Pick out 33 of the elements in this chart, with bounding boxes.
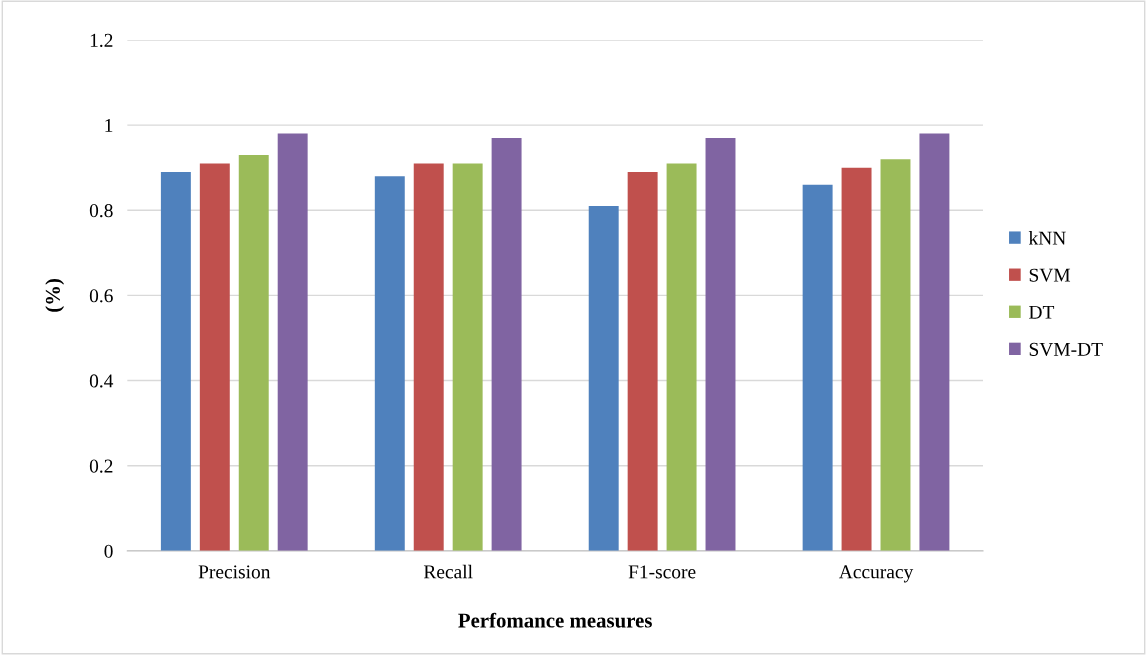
bar: [627, 171, 658, 551]
legend-label: DT: [1029, 305, 1055, 319]
bar: [160, 171, 191, 551]
y-tick-label: 0.8: [89, 204, 113, 218]
bar: [238, 154, 269, 551]
bar: [588, 206, 619, 551]
x-axis-title: Perfomance measures: [458, 612, 652, 628]
bar: [199, 163, 230, 551]
bar: [452, 163, 483, 551]
x-tick-label: Precision: [198, 565, 271, 579]
x-tick-label: Recall: [423, 564, 473, 579]
bar: [666, 163, 697, 551]
y-tick-label: 0: [104, 544, 113, 558]
bar: [880, 159, 911, 551]
y-tick-label: 0.2: [89, 459, 113, 473]
y-tick-label: 0.4: [89, 374, 114, 388]
y-axis-title: (%): [45, 278, 65, 312]
bar: [491, 137, 522, 551]
y-tick-label: 0.6: [89, 289, 113, 303]
bar: [277, 133, 308, 551]
x-tick-label: Accuracy: [838, 565, 914, 583]
bar: [413, 163, 444, 551]
bar: [705, 137, 736, 551]
bar: [919, 133, 950, 551]
y-tick-label: 1.2: [90, 33, 113, 47]
bar: [841, 167, 872, 551]
legend-label: SVM: [1029, 268, 1071, 282]
legend-label: kNN: [1028, 230, 1066, 245]
x-tick-label: F1-score: [628, 565, 696, 579]
bar: [802, 184, 833, 551]
bar: [374, 176, 405, 551]
legend-label: SVM-DT: [1029, 342, 1103, 356]
y-tick-label: 1: [105, 119, 113, 132]
